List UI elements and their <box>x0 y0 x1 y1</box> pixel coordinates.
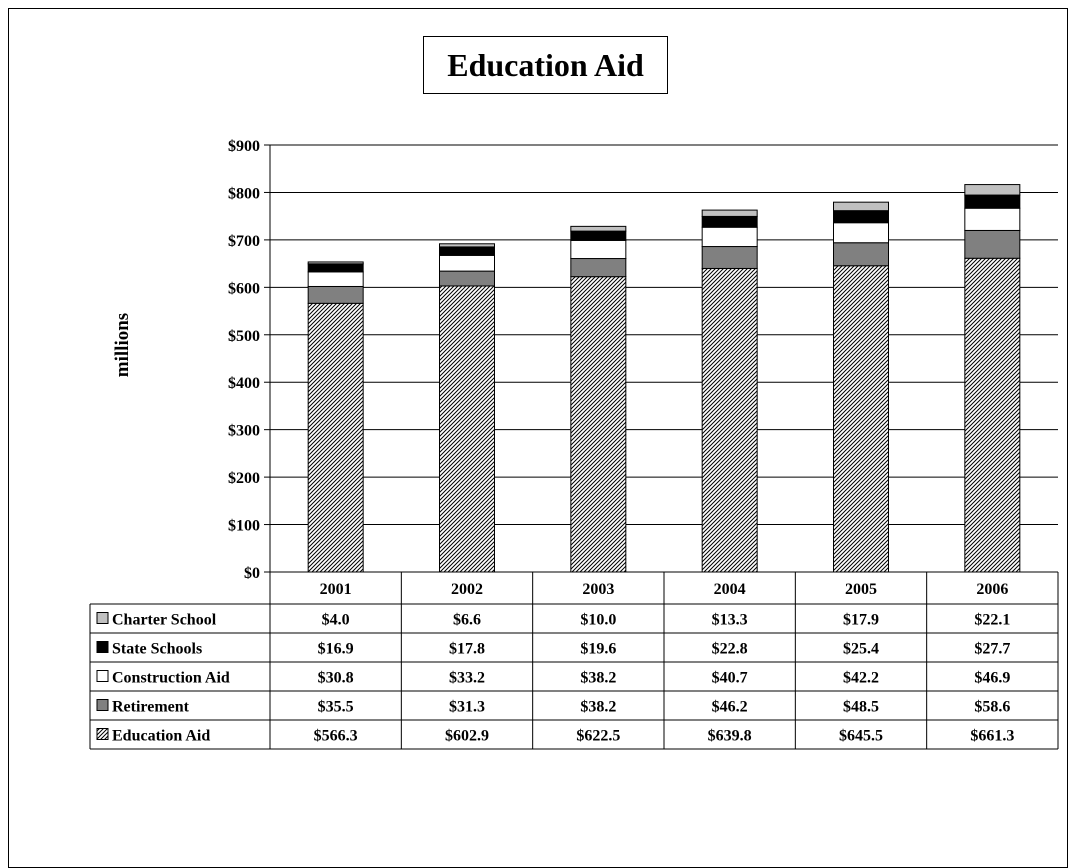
data-label: $33.2 <box>449 670 485 687</box>
data-label: $622.5 <box>576 728 620 745</box>
bar-segment-retirement <box>439 270 495 287</box>
data-label: $16.9 <box>318 641 354 658</box>
data-label: $25.4 <box>843 641 879 658</box>
axes: $0 $100 $200 $300 $400 $500 $600 $700 $800 $900 <box>228 138 271 582</box>
bar-segment-education-aid <box>307 302 364 573</box>
data-label: $35.5 <box>318 699 354 716</box>
bar-segment-construction-aid <box>701 226 758 248</box>
y-tick-label: $0 <box>244 565 260 582</box>
gridlines <box>270 144 1058 526</box>
legend-key-construction-aid <box>96 670 109 682</box>
data-label: $58.6 <box>974 699 1010 716</box>
bar-segment-charter-school <box>701 209 758 217</box>
bar-segment-retirement <box>833 242 889 267</box>
bar-segment-education-aid <box>964 257 1021 573</box>
bar-segment-education-aid <box>833 265 889 573</box>
chart-title: Education Aid <box>423 36 668 94</box>
bar-segment-construction-aid <box>964 207 1021 231</box>
legend-label: Charter School <box>112 612 217 629</box>
x-tick-label: 2002 <box>451 581 483 598</box>
bar-segment-state-schools <box>570 230 627 241</box>
bar-segment-retirement <box>570 258 627 278</box>
bar-segment-construction-aid <box>570 239 627 260</box>
y-tick-label: $400 <box>228 375 260 392</box>
data-label: $27.7 <box>974 641 1010 658</box>
bar-segment-charter-school <box>570 225 627 232</box>
data-label: $645.5 <box>839 728 883 745</box>
data-label: $4.0 <box>322 612 350 629</box>
legend-key-charter-school <box>96 612 109 624</box>
bar-segment-retirement <box>964 229 1021 259</box>
legend-label: State Schools <box>112 641 202 658</box>
legend-label: Retirement <box>112 699 190 716</box>
data-label: $639.8 <box>708 728 752 745</box>
bar-segment-state-schools <box>833 210 889 224</box>
bar-segment-charter-school <box>964 184 1021 196</box>
data-label: $48.5 <box>843 699 879 716</box>
x-tick-label: 2006 <box>976 581 1008 598</box>
bar-segment-education-aid <box>439 285 495 573</box>
legend-key-education-aid <box>96 728 109 740</box>
y-axis-label: millions <box>112 313 133 377</box>
bar-segment-education-aid <box>701 267 758 573</box>
bar-segment-retirement <box>701 246 758 269</box>
bar-segment-construction-aid <box>307 271 364 287</box>
bars <box>307 184 1021 573</box>
x-tick-label: 2005 <box>845 581 877 598</box>
y-tick-label: $600 <box>228 280 260 297</box>
legend-key-retirement <box>96 699 109 711</box>
y-tick-label: $500 <box>228 328 260 345</box>
data-label: $602.9 <box>445 728 489 745</box>
data-label: $17.8 <box>449 641 485 658</box>
x-tick-label: 2004 <box>714 581 746 598</box>
data-label: $566.3 <box>314 728 358 745</box>
legend-key-state-schools <box>96 641 109 653</box>
x-tick-label: 2001 <box>320 581 352 598</box>
data-label: $19.6 <box>580 641 616 658</box>
legend-label: Construction Aid <box>112 670 230 687</box>
data-label: $46.2 <box>712 699 748 716</box>
y-tick-label: $700 <box>228 233 260 250</box>
bar-segment-retirement <box>307 285 364 304</box>
bar-segment-charter-school <box>307 261 364 265</box>
bar-segment-state-schools <box>439 246 495 256</box>
bar-segment-charter-school <box>833 201 889 212</box>
y-tick-label: $300 <box>228 423 260 440</box>
bar-segment-construction-aid <box>833 222 889 244</box>
x-tick-label: 2003 <box>582 581 614 598</box>
bar-segment-construction-aid <box>439 254 495 272</box>
bar-segment-education-aid <box>570 276 627 573</box>
data-label: $22.1 <box>974 612 1010 629</box>
data-label: $22.8 <box>712 641 748 658</box>
data-label: $661.3 <box>970 728 1014 745</box>
data-label: $38.2 <box>580 670 616 687</box>
data-label: $17.9 <box>843 612 879 629</box>
bar-segment-state-schools <box>701 215 758 228</box>
data-label: $10.0 <box>580 612 616 629</box>
y-tick-label: $900 <box>228 138 260 155</box>
legend-label: Education Aid <box>112 728 210 745</box>
data-label: $42.2 <box>843 670 879 687</box>
bar-segment-state-schools <box>307 263 364 273</box>
data-label: $38.2 <box>580 699 616 716</box>
data-label: $31.3 <box>449 699 485 716</box>
data-label: $13.3 <box>712 612 748 629</box>
chart-frame <box>8 8 1068 868</box>
data-label: $6.6 <box>453 612 481 629</box>
bar-segment-charter-school <box>439 243 495 248</box>
data-label: $30.8 <box>318 670 354 687</box>
data-label: $40.7 <box>712 670 748 687</box>
data-label: $46.9 <box>974 670 1010 687</box>
y-tick-label: $100 <box>228 518 260 535</box>
y-tick-label: $800 <box>228 185 260 202</box>
data-table: 2001 2002 2003 2004 2005 2006 Charter School $4… <box>89 571 1059 750</box>
y-tick-label: $200 <box>228 470 260 487</box>
bar-segment-state-schools <box>964 194 1021 209</box>
